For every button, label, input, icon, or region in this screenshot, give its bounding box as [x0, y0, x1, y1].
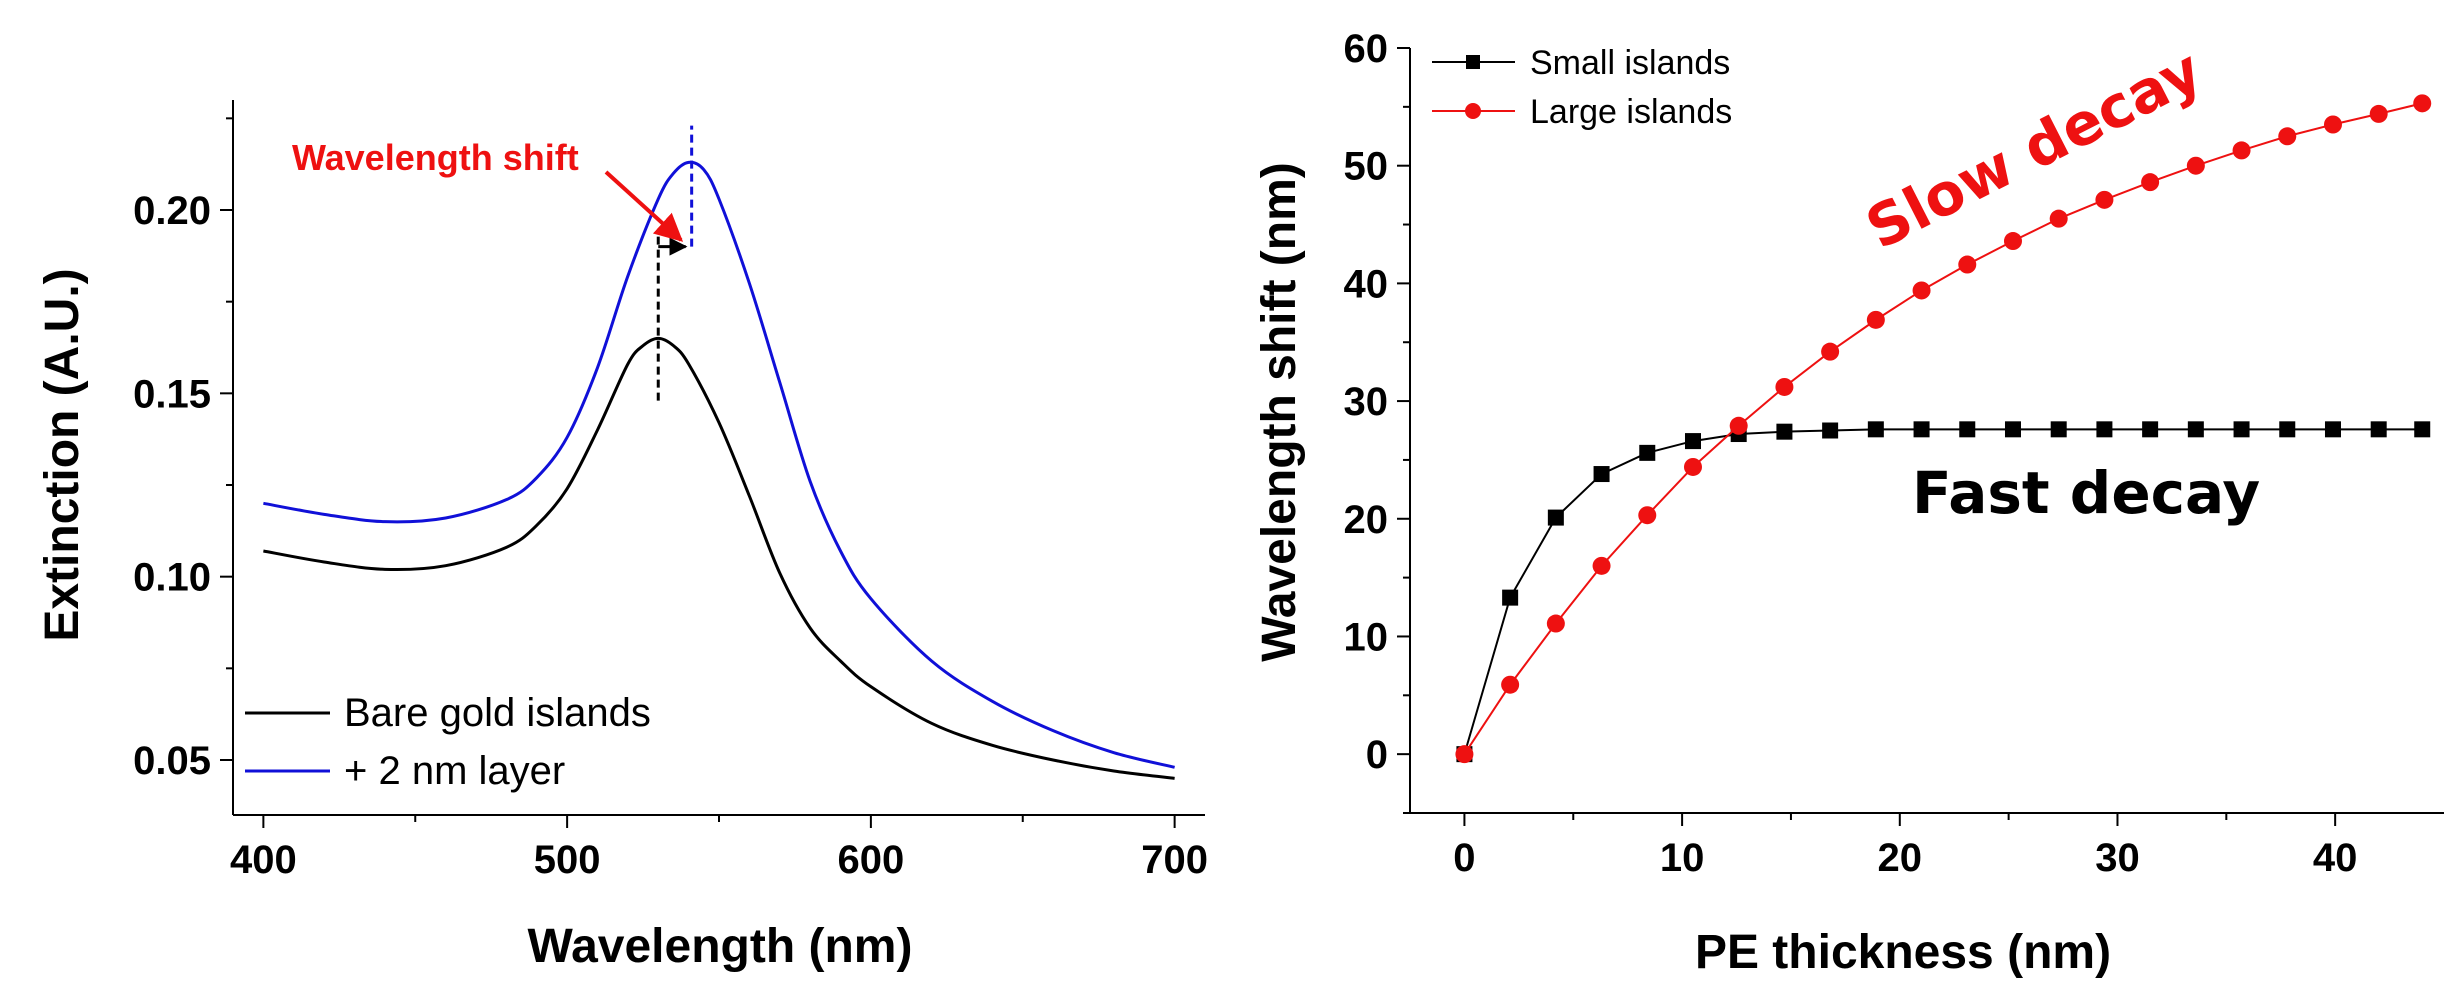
data-point-large-islands [2141, 173, 2160, 192]
left-x-axis-title: Wavelength (nm) [528, 920, 913, 973]
data-point-small-islands [1547, 509, 1564, 526]
data-point-large-islands [2369, 104, 2388, 123]
x-tick-label: 700 [1141, 838, 1208, 882]
right-x-axis-title: PE thickness (nm) [1695, 926, 2111, 979]
data-point-large-islands [2003, 232, 2022, 251]
data-point-small-islands [1684, 433, 1701, 450]
x-tick-label: 600 [838, 838, 905, 882]
data-point-small-islands [1502, 589, 1519, 606]
left-series-group [263, 160, 1175, 780]
series-line-bare-gold-islands [263, 336, 1175, 780]
data-point-large-islands [1958, 255, 1977, 274]
data-point-large-islands [1501, 675, 1520, 694]
y-tick-label: 20 [1344, 498, 1389, 542]
y-tick-label: 0.15 [133, 372, 211, 416]
wavelength-shift-arrow [604, 170, 684, 242]
data-point-small-islands [2096, 421, 2113, 438]
data-point-small-islands [2004, 421, 2021, 438]
y-tick-label: 30 [1344, 380, 1389, 424]
data-point-large-islands [1592, 556, 1611, 575]
right-y-axis-title: Wavelength shift (nm) [1253, 162, 1306, 662]
data-point-small-islands [1822, 422, 1839, 439]
data-point-large-islands [1638, 506, 1657, 525]
legend-label-small-islands: Small islands [1530, 44, 1730, 82]
data-point-small-islands [2370, 421, 2387, 438]
legend-label-large-islands: Large islands [1530, 93, 1732, 131]
data-point-small-islands [1776, 423, 1793, 440]
wavelength-shift-chart: 0 10 20 30 40 0 10 20 30 40 50 60 Small islands Lar… [1253, 27, 2444, 979]
data-point-small-islands [2142, 421, 2159, 438]
y-tick-label: 10 [1344, 615, 1389, 659]
x-tick-label: 0 [1453, 836, 1475, 880]
data-point-small-islands [1867, 421, 1884, 438]
data-point-large-islands [1683, 457, 1702, 476]
fast-decay-label: Fast decay [1912, 459, 2260, 527]
data-point-large-islands [1729, 416, 1748, 435]
left-axes: 400 500 600 700 0.05 0.10 0.15 0.20 [133, 100, 1208, 882]
left-legend: Bare gold islands + 2 nm layer [245, 691, 651, 793]
data-point-large-islands [1546, 614, 1565, 633]
data-point-small-islands [2414, 421, 2431, 438]
legend-label-bare-gold: Bare gold islands [344, 691, 651, 735]
data-point-small-islands [1639, 444, 1656, 461]
data-point-small-islands [1593, 466, 1610, 483]
y-tick-label: 40 [1344, 262, 1389, 306]
data-point-large-islands [1912, 281, 1931, 300]
series-line-large-islands [1463, 102, 2423, 755]
y-tick-label: 50 [1344, 145, 1389, 189]
data-point-large-islands [2049, 209, 2068, 228]
data-point-large-islands [1821, 342, 1840, 361]
data-point-small-islands [2233, 421, 2250, 438]
x-tick-label: 500 [534, 838, 601, 882]
series-line-small-islands [1463, 428, 2423, 755]
extinction-spectrum-chart: 400 500 600 700 0.05 0.10 0.15 0.20 Wavelength … [36, 100, 1208, 973]
legend-marker-small-islands [1466, 55, 1480, 69]
data-point-large-islands [2186, 156, 2205, 175]
data-point-small-islands [1913, 421, 1930, 438]
data-point-large-islands [1775, 377, 1794, 396]
data-point-large-islands [2413, 94, 2432, 113]
data-point-large-islands [1455, 745, 1474, 764]
x-tick-label: 10 [1660, 836, 1705, 880]
left-y-axis-title: Extinction (A.U.) [36, 268, 89, 641]
data-point-small-islands [1959, 421, 1976, 438]
data-point-small-islands [2187, 421, 2204, 438]
data-point-large-islands [2232, 141, 2251, 160]
right-legend: Small islands Large islands [1432, 44, 1732, 131]
legend-marker-large-islands [1465, 103, 1481, 119]
data-point-large-islands [2323, 115, 2342, 134]
x-tick-label: 20 [1878, 836, 1923, 880]
y-tick-label: 0.10 [133, 556, 211, 600]
wavelength-shift-label: Wavelength shift [292, 137, 579, 178]
x-tick-label: 40 [2313, 836, 2358, 880]
data-point-small-islands [2324, 421, 2341, 438]
x-tick-label: 30 [2095, 836, 2140, 880]
data-point-large-islands [1866, 310, 1885, 329]
series-line-2-nm-layer [263, 160, 1175, 769]
y-tick-label: 0.20 [133, 189, 211, 233]
data-point-small-islands [2279, 421, 2296, 438]
right-series-group [1455, 94, 2432, 764]
y-tick-label: 60 [1344, 27, 1389, 71]
y-tick-label: 0 [1366, 733, 1388, 777]
left-annotations: Wavelength shift [292, 137, 684, 242]
data-point-small-islands [2050, 421, 2067, 438]
x-tick-label: 400 [230, 838, 297, 882]
right-axes: 0 10 20 30 40 0 10 20 30 40 50 60 [1344, 27, 2444, 880]
slow-decay-label: Slow decay [1855, 36, 2212, 263]
data-point-large-islands [2095, 190, 2114, 209]
data-point-large-islands [2278, 127, 2297, 146]
y-tick-label: 0.05 [133, 739, 211, 783]
legend-label-2nm-layer: + 2 nm layer [344, 749, 565, 793]
